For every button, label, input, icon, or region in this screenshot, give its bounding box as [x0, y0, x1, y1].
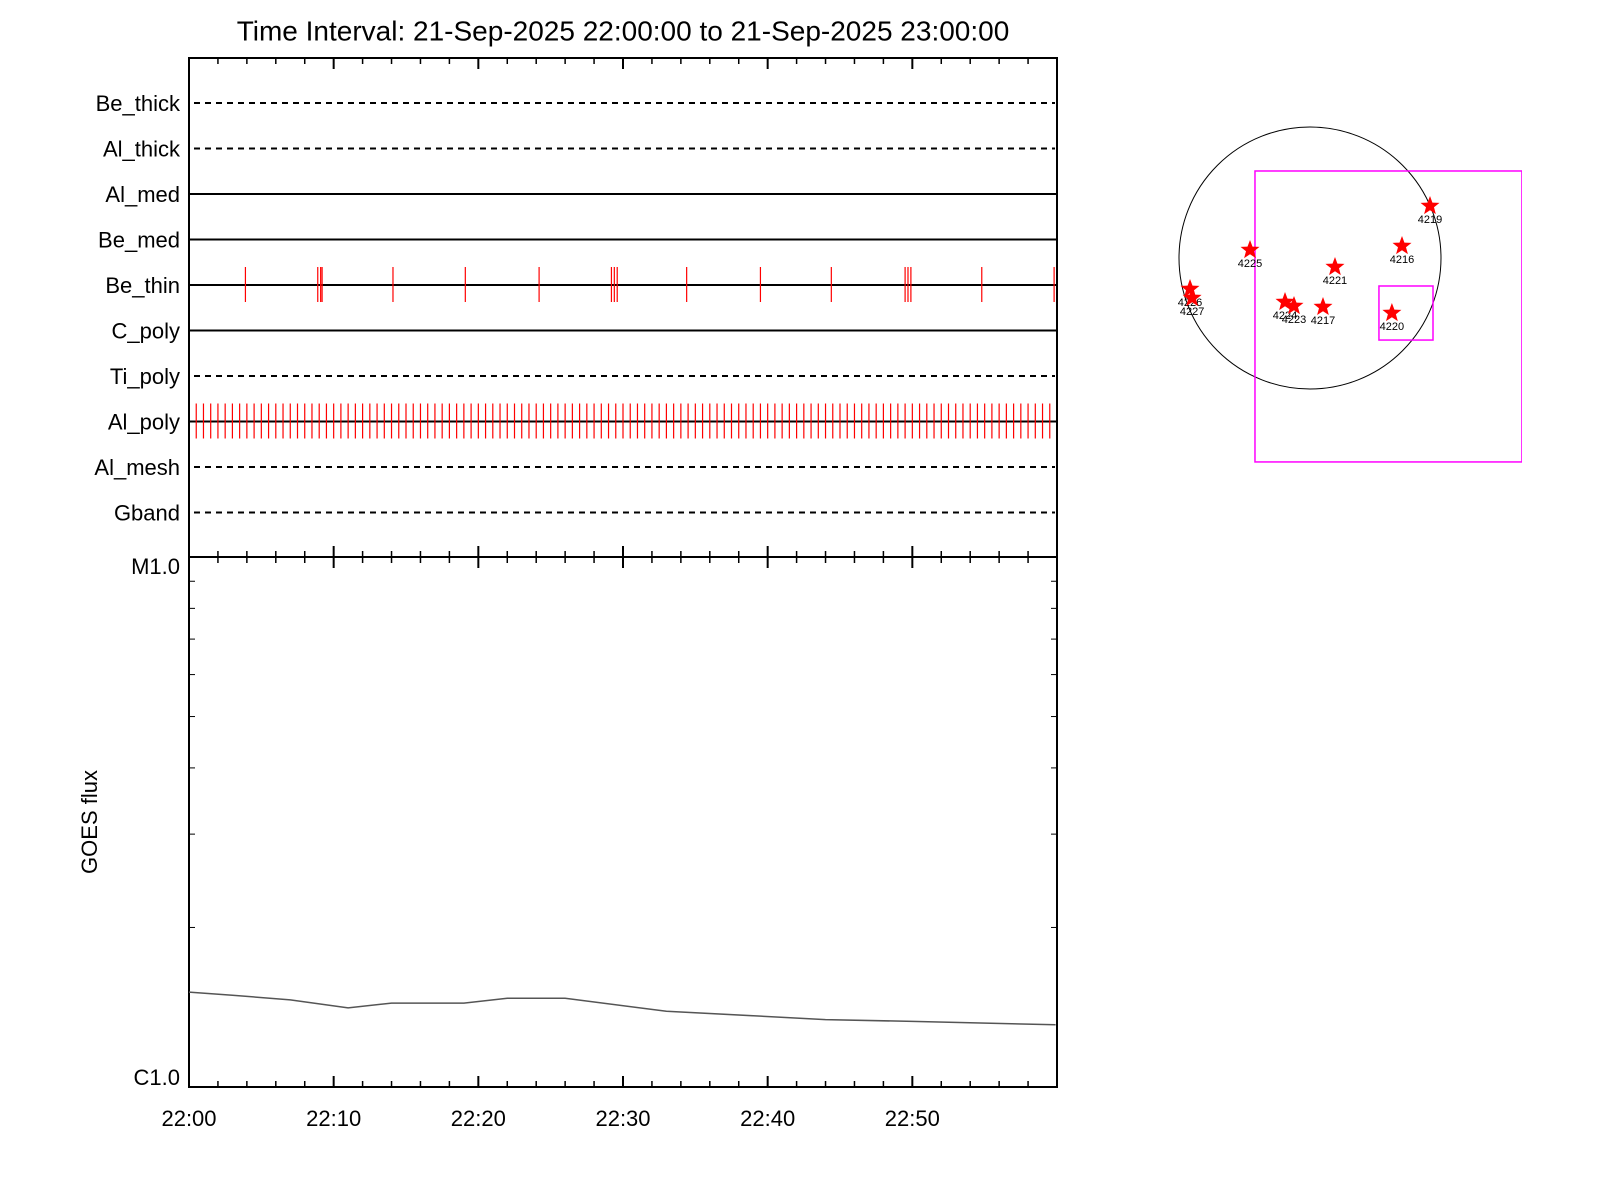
y-axis-label: GOES flux — [77, 770, 102, 874]
region-star — [1325, 257, 1345, 276]
row-label: Al_poly — [108, 409, 180, 434]
y-tick-label: C1.0 — [134, 1065, 180, 1090]
row-label: Be_med — [98, 227, 180, 252]
x-tick-label: 22:10 — [306, 1106, 361, 1131]
region-label: 4217 — [1311, 315, 1335, 327]
region-label: 4219 — [1418, 214, 1442, 226]
row-label: Be_thin — [105, 273, 180, 298]
region-star — [1182, 288, 1202, 307]
flux-line — [188, 991, 1056, 1026]
region-star — [1392, 236, 1412, 255]
region-star — [1382, 303, 1402, 322]
y-tick-label: M1.0 — [131, 554, 180, 579]
chart-title: Time Interval: 21-Sep-2025 22:00:00 to 2… — [237, 15, 1010, 46]
x-tick-label: 22:50 — [885, 1106, 940, 1131]
row-label: Be_thick — [96, 91, 181, 116]
row-label: C_poly — [112, 318, 180, 343]
fov-box — [1378, 285, 1434, 341]
row-label: Gband — [114, 500, 180, 525]
region-star — [1240, 240, 1260, 259]
region-star — [1313, 297, 1333, 315]
row-label: Ti_poly — [110, 364, 180, 389]
region-star — [1180, 279, 1200, 298]
region-label: 4221 — [1323, 275, 1347, 287]
region-label: 4216 — [1390, 254, 1414, 266]
region-label: 4220 — [1380, 321, 1404, 333]
solar-disk — [1178, 126, 1442, 390]
region-label: 4224 — [1273, 310, 1297, 322]
region-star — [1284, 296, 1304, 315]
fov-box — [1254, 170, 1522, 463]
region-label: 4227 — [1180, 306, 1204, 318]
x-tick-label: 22:00 — [161, 1106, 216, 1131]
region-label: 4225 — [1238, 258, 1262, 270]
panel-frame — [188, 556, 1058, 1088]
x-tick-label: 22:40 — [740, 1106, 795, 1131]
row-label: Al_thick — [103, 136, 181, 161]
region-label: 4223 — [1282, 314, 1306, 326]
row-label: Al_med — [105, 182, 180, 207]
x-tick-label: 22:20 — [451, 1106, 506, 1131]
x-tick-label: 22:30 — [595, 1106, 650, 1131]
row-label: Al_mesh — [94, 455, 180, 480]
region-star — [1275, 292, 1295, 311]
panel-frame — [188, 57, 1058, 558]
region-star — [1420, 196, 1440, 215]
